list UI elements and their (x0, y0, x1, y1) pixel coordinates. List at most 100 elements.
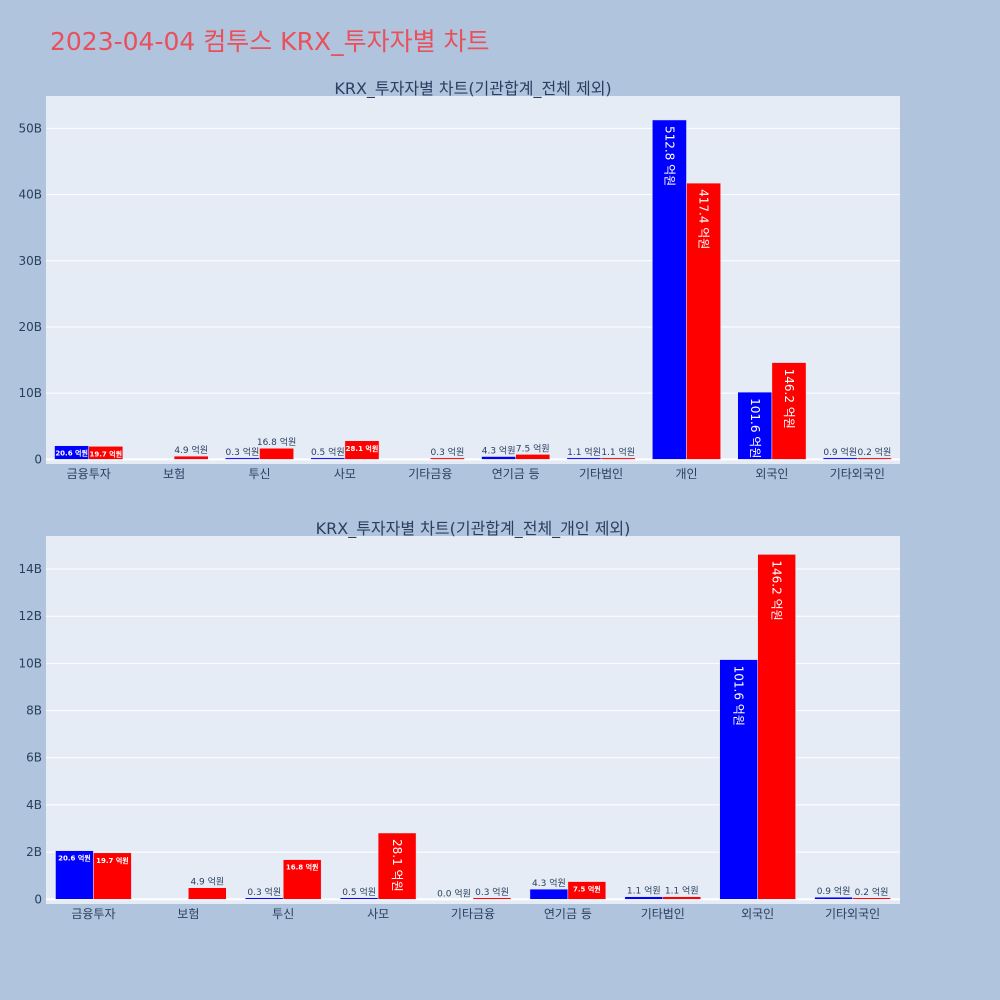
buy-bar (652, 119, 687, 460)
data-label: 4.9 억원 (190, 876, 224, 888)
data-label: 28.1 억원 (390, 839, 404, 892)
data-label: 1.1 억원 (567, 446, 601, 458)
data-label: 16.8 억원 (257, 436, 296, 448)
y-tick-label: 30B (18, 254, 42, 268)
chart-title: KRX_투자자별 차트(기관합계_전체_개인 제외) (316, 519, 631, 539)
sell-bar (430, 457, 465, 460)
x-tick-label: 사모 (367, 907, 389, 921)
sell-bar (173, 455, 209, 460)
x-tick-label: 보험 (163, 467, 185, 481)
buy-bar (814, 896, 853, 900)
sell-bar (515, 454, 551, 460)
data-label: 19.7 억원 (89, 449, 122, 458)
buy-bar (55, 850, 94, 900)
y-tick-label: 40B (18, 188, 42, 202)
x-tick-label: 금융투자 (67, 467, 111, 481)
sell-bar (188, 887, 227, 900)
buy-bar (719, 659, 758, 900)
sell-bar (377, 832, 417, 900)
data-label: 4.3 억원 (532, 877, 566, 889)
sell-bar (600, 457, 636, 460)
y-tick-label: 8B (26, 704, 42, 718)
y-tick-label: 4B (26, 798, 42, 812)
sell-bar (662, 896, 701, 900)
x-tick-label: 외국인 (741, 907, 774, 921)
data-label: 101.6 억원 (732, 666, 746, 726)
sell-bar (282, 859, 322, 900)
sell-bar (472, 897, 512, 900)
data-label: 0.3 억원 (475, 886, 509, 898)
y-tick-label: 2B (26, 845, 42, 859)
x-tick-label: 투신 (248, 467, 270, 481)
y-tick-label: 12B (18, 609, 42, 623)
x-tick-label: 기타금융 (451, 907, 495, 921)
sell-bar (852, 897, 891, 900)
data-label: 0.3 억원 (247, 886, 281, 898)
sell-bar (259, 447, 294, 460)
data-label: 0.2 억원 (855, 886, 889, 898)
buy-bar (245, 897, 284, 900)
x-tick-label: 기타법인 (641, 907, 685, 921)
data-label: 28.1 억원 (346, 444, 379, 453)
data-label: 1.1 억원 (601, 446, 635, 458)
data-label: 0.5 억원 (311, 446, 345, 458)
x-tick-label: 금융투자 (71, 907, 115, 921)
data-label: 417.4 억원 (697, 189, 711, 249)
data-label: 1.1 억원 (665, 885, 699, 897)
y-tick-label: 10B (18, 386, 42, 400)
data-label: 101.6 억원 (748, 398, 762, 458)
data-label: 20.6 억원 (55, 449, 88, 458)
sell-bar (88, 446, 124, 460)
data-label: 16.8 억원 (286, 863, 319, 872)
x-tick-label: 연기금 등 (544, 907, 592, 921)
sell-bar (686, 182, 721, 460)
data-label: 0.5 억원 (342, 886, 376, 898)
data-label: 7.5 억원 (516, 442, 550, 454)
data-label: 0.9 억원 (823, 446, 857, 458)
buy-bar (339, 897, 379, 900)
x-tick-label: 연기금 등 (492, 467, 540, 481)
sell-bar (857, 457, 892, 460)
x-tick-label: 사모 (334, 467, 356, 481)
chart-title: KRX_투자자별 차트(기관합계_전체 제외) (334, 79, 611, 99)
y-tick-label: 14B (18, 562, 42, 576)
x-tick-label: 개인 (675, 467, 697, 481)
sell-bar (93, 852, 132, 900)
x-tick-label: 외국인 (755, 467, 788, 481)
x-tick-label: 기타금융 (408, 467, 452, 481)
y-tick-label: 10B (18, 656, 42, 670)
data-label: 0.3 억원 (431, 446, 465, 458)
data-label: 4.3 억원 (482, 445, 516, 457)
data-label: 0.2 억원 (858, 446, 892, 458)
y-tick-label: 0 (34, 452, 42, 466)
data-label: 146.2 억원 (770, 560, 784, 620)
sell-bar (757, 554, 796, 900)
buy-bar (737, 391, 773, 460)
y-tick-label: 6B (26, 751, 42, 765)
data-label: 4.9 억원 (174, 444, 208, 456)
y-tick-label: 0 (34, 892, 42, 906)
x-tick-label: 기타외국인 (825, 907, 880, 921)
x-tick-label: 기타외국인 (830, 467, 885, 481)
sell-bar (567, 881, 607, 900)
data-label: 512.8 억원 (662, 126, 676, 186)
data-label: 0.3 억원 (226, 446, 260, 458)
y-tick-label: 20B (18, 320, 42, 334)
sell-bar (344, 440, 380, 460)
data-label: 0.0 억원 (437, 887, 471, 899)
buy-bar (624, 896, 664, 900)
data-label: 1.1 억원 (627, 885, 661, 897)
sell-bar (771, 362, 807, 460)
page-title: 2023-04-04 컴투스 KRX_투자자별 차트 (50, 27, 490, 56)
data-label: 0.9 억원 (817, 885, 851, 897)
buy-bar (529, 888, 569, 900)
x-tick-label: 기타법인 (579, 467, 623, 481)
data-label: 146.2 억원 (782, 369, 796, 429)
x-tick-label: 보험 (177, 907, 199, 921)
data-label: 19.7 억원 (96, 856, 129, 865)
data-label: 20.6 억원 (58, 854, 91, 863)
x-tick-label: 투신 (272, 907, 294, 921)
y-tick-label: 50B (18, 121, 42, 135)
